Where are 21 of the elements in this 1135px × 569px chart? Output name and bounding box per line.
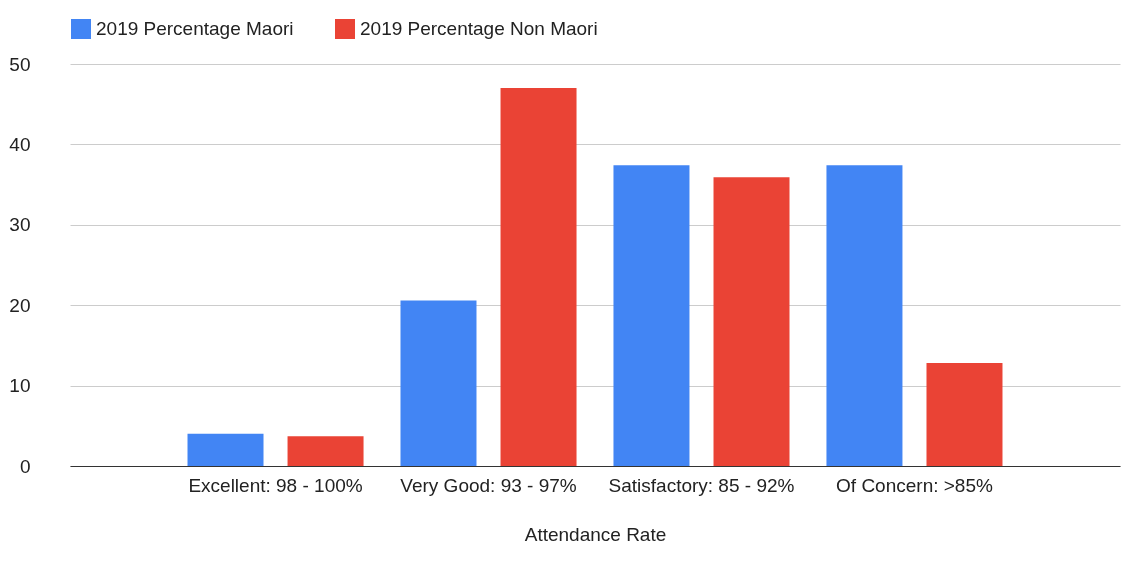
bar [500, 88, 577, 466]
y-tick-label: 20 [9, 294, 31, 316]
y-tick-label: 40 [9, 133, 31, 155]
x-axis-title: Attendance Rate [524, 523, 667, 545]
y-tick-label: 30 [9, 214, 31, 236]
y-tick-label: 0 [19, 455, 31, 477]
bar [826, 165, 903, 466]
x-tick-label: Of Concern: >85% [836, 474, 993, 496]
y-tick-label: 10 [9, 375, 31, 397]
bar [613, 165, 690, 466]
legend-label: 2019 Percentage Non Maori [360, 18, 598, 39]
x-tick-label: Excellent: 98 - 100% [188, 474, 363, 496]
y-tick-label: 50 [9, 53, 31, 75]
bar [287, 436, 364, 466]
bar [187, 433, 264, 466]
x-tick-label: Satisfactory: 85 - 92% [608, 474, 795, 496]
x-tick-label: Very Good: 93 - 97% [400, 474, 577, 496]
bar [713, 177, 790, 466]
legend-label: 2019 Percentage Maori [96, 18, 294, 39]
bar [926, 363, 1003, 466]
bar [400, 300, 477, 466]
